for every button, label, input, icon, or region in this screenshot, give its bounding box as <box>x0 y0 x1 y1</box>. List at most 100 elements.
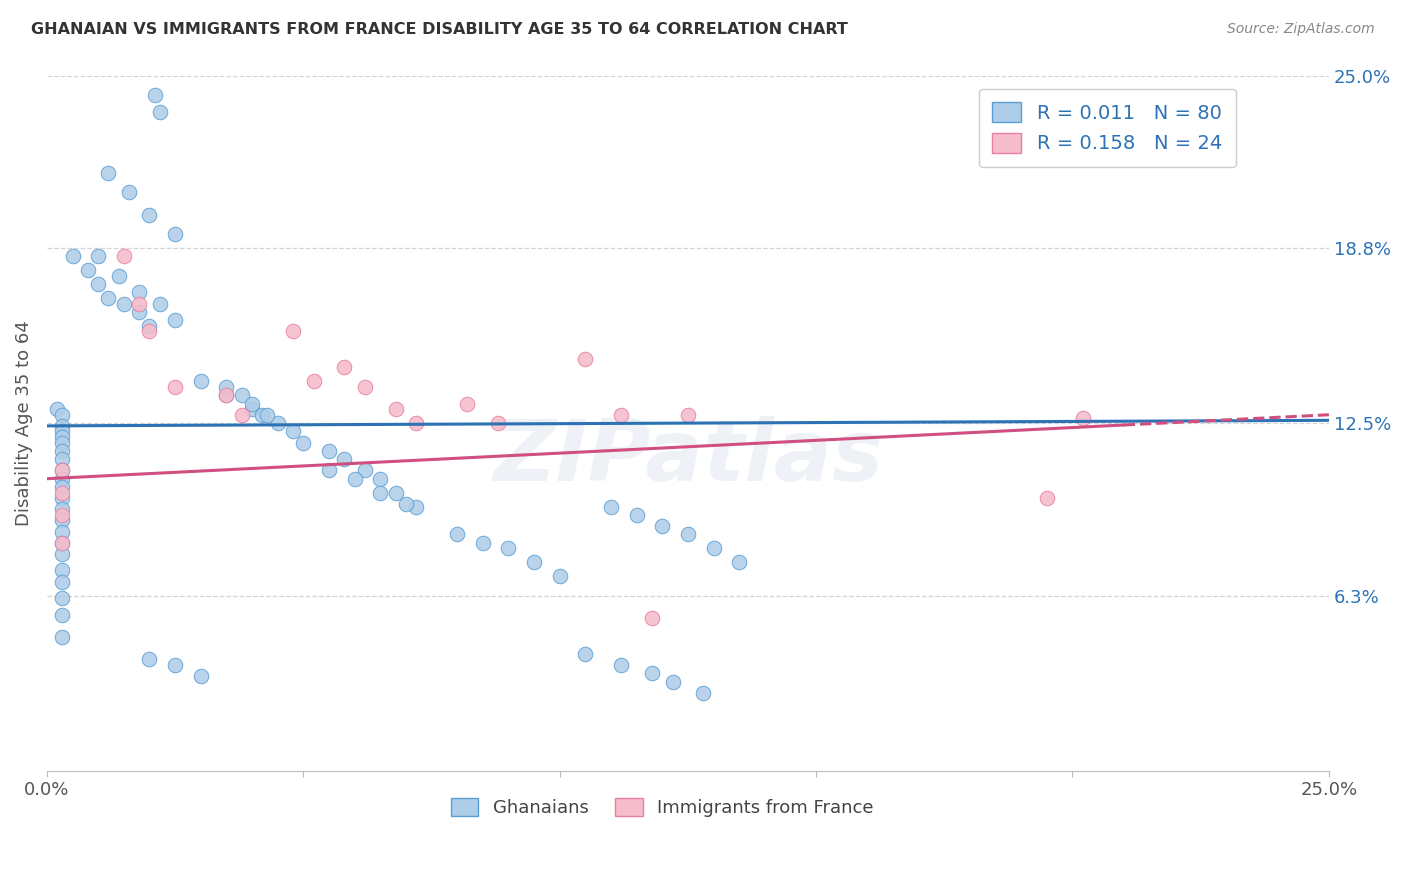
Point <box>215 388 238 402</box>
Point <box>353 463 375 477</box>
Point <box>165 658 187 673</box>
Point <box>51 508 73 522</box>
Point <box>51 408 73 422</box>
Point <box>661 674 683 689</box>
Point <box>128 305 150 319</box>
Point <box>51 430 73 444</box>
Point <box>471 535 494 549</box>
Point <box>600 500 623 514</box>
Point <box>51 491 73 506</box>
Point <box>641 666 664 681</box>
Point <box>702 541 724 556</box>
Point <box>333 360 356 375</box>
Point <box>676 408 699 422</box>
Point <box>1036 491 1059 506</box>
Point <box>446 527 468 541</box>
Point <box>266 416 288 430</box>
Point <box>51 607 73 622</box>
Point <box>138 324 160 338</box>
Point <box>384 485 406 500</box>
Point <box>281 324 304 338</box>
Point <box>231 408 253 422</box>
Point <box>51 513 73 527</box>
Point <box>215 380 238 394</box>
Point <box>318 463 340 477</box>
Point <box>51 591 73 606</box>
Text: Source: ZipAtlas.com: Source: ZipAtlas.com <box>1227 22 1375 37</box>
Point <box>143 87 166 102</box>
Point <box>240 402 263 417</box>
Point <box>138 318 160 333</box>
Point <box>62 249 84 263</box>
Point <box>51 472 73 486</box>
Point <box>51 480 73 494</box>
Point <box>240 397 263 411</box>
Point <box>51 630 73 644</box>
Point <box>281 425 304 439</box>
Point <box>318 444 340 458</box>
Text: ZIPatlas: ZIPatlas <box>492 417 883 500</box>
Point <box>118 186 141 200</box>
Point <box>51 435 73 450</box>
Point <box>51 574 73 589</box>
Point <box>368 485 391 500</box>
Point <box>138 652 160 666</box>
Point <box>51 564 73 578</box>
Point <box>343 472 366 486</box>
Point <box>676 527 699 541</box>
Point <box>51 535 73 549</box>
Point <box>51 452 73 467</box>
Point <box>651 519 673 533</box>
Point <box>87 277 110 291</box>
Point <box>51 418 73 433</box>
Point <box>51 425 73 439</box>
Point <box>486 416 509 430</box>
Point <box>456 397 478 411</box>
Point <box>138 208 160 222</box>
Point <box>97 166 120 180</box>
Point <box>292 435 315 450</box>
Point <box>51 502 73 516</box>
Point <box>128 296 150 310</box>
Point <box>692 686 714 700</box>
Point <box>51 485 73 500</box>
Point <box>395 497 418 511</box>
Point <box>190 669 212 683</box>
Point <box>610 408 633 422</box>
Point <box>384 402 406 417</box>
Point <box>641 611 664 625</box>
Point <box>51 535 73 549</box>
Point <box>405 416 427 430</box>
Point <box>574 352 596 367</box>
Point <box>523 555 546 569</box>
Point <box>353 380 375 394</box>
Point <box>112 249 135 263</box>
Point <box>165 380 187 394</box>
Point <box>97 291 120 305</box>
Point <box>626 508 648 522</box>
Point <box>112 296 135 310</box>
Point <box>165 313 187 327</box>
Point <box>548 569 571 583</box>
Point <box>165 227 187 241</box>
Point <box>149 104 172 119</box>
Point <box>215 388 238 402</box>
Point <box>46 402 69 417</box>
Point <box>149 296 172 310</box>
Point <box>51 524 73 539</box>
Point <box>51 547 73 561</box>
Point <box>574 647 596 661</box>
Point <box>231 388 253 402</box>
Point <box>252 408 274 422</box>
Point <box>1071 410 1094 425</box>
Point <box>405 500 427 514</box>
Point <box>128 285 150 300</box>
Point <box>87 249 110 263</box>
Text: GHANAIAN VS IMMIGRANTS FROM FRANCE DISABILITY AGE 35 TO 64 CORRELATION CHART: GHANAIAN VS IMMIGRANTS FROM FRANCE DISAB… <box>31 22 848 37</box>
Point <box>107 268 129 283</box>
Point <box>77 263 100 277</box>
Y-axis label: Disability Age 35 to 64: Disability Age 35 to 64 <box>15 320 32 526</box>
Point <box>498 541 520 556</box>
Point <box>333 452 356 467</box>
Point <box>728 555 751 569</box>
